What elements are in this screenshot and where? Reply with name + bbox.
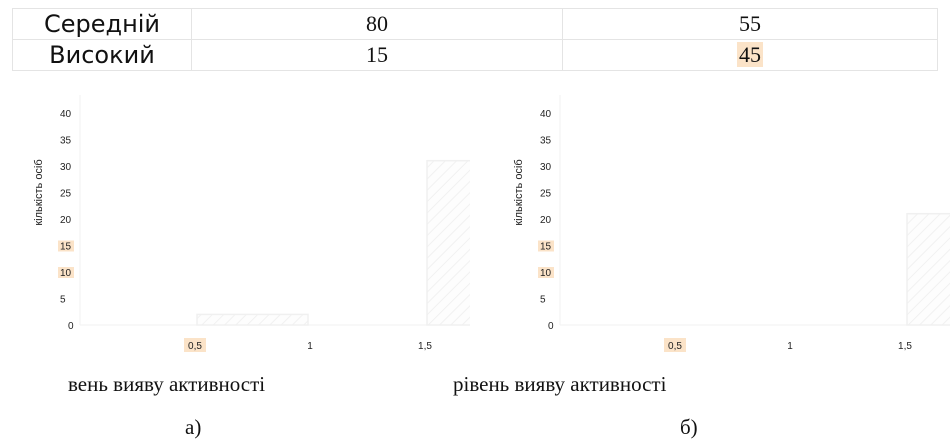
y-tick-label: 40 [60, 109, 72, 120]
y-tick-label: 40 [540, 109, 552, 120]
y-tick-label: 15 [60, 242, 72, 253]
y-axis-title: кількість осіб [513, 159, 525, 225]
tick-highlight [58, 240, 74, 252]
y-tick-label: 0 [548, 321, 554, 332]
y-tick-label: 30 [60, 162, 72, 173]
x-tick-label: 0,5 [668, 341, 682, 352]
y-tick-label: 10 [60, 268, 72, 279]
x-tick-label: 1,5 [418, 341, 432, 352]
y-tick-label: 25 [60, 189, 72, 200]
y-axis-title: кількість осіб [33, 159, 45, 225]
y-tick-label: 30 [540, 162, 552, 173]
tick-highlight [664, 338, 686, 352]
tick-highlight [538, 240, 554, 252]
level-label: Високий [12, 39, 192, 71]
y-tick-label: 10 [540, 268, 552, 279]
value-b: 55 [562, 8, 938, 40]
x-tick-label: 1 [787, 341, 793, 352]
y-tick-label: 20 [60, 215, 72, 226]
y-tick-label: 35 [60, 136, 72, 147]
tick-highlight [538, 267, 554, 278]
y-tick-label: 0 [68, 321, 74, 332]
x-tick-label: 1,5 [898, 341, 912, 352]
x-tick-label: 1 [307, 341, 313, 352]
tick-highlight [184, 338, 206, 352]
x-tick-label: 0,5 [188, 341, 202, 352]
table-row: Високий 15 45 [12, 39, 938, 71]
value-a: 80 [191, 8, 563, 40]
subfigure-label-a: а) [185, 415, 202, 439]
y-tick-label: 20 [540, 215, 552, 226]
value-b-highlighted: 45 [737, 42, 763, 67]
y-tick-label: 25 [540, 189, 552, 200]
value-a: 15 [191, 39, 563, 71]
tick-highlight [58, 267, 74, 278]
y-tick-label: 35 [540, 136, 552, 147]
y-tick-label: 15 [540, 242, 552, 253]
x-caption-b: рівень вияву активності [453, 372, 667, 396]
table-row: Середній 80 55 [12, 8, 938, 40]
y-tick-label: 5 [60, 295, 66, 306]
histogram-bar [906, 212, 950, 326]
level-label: Середній [12, 8, 192, 40]
histogram-bar [196, 313, 309, 326]
y-tick-label: 5 [540, 295, 546, 306]
subfigure-label-b: б) [680, 415, 698, 439]
histogram-bar [426, 159, 470, 326]
x-caption-a: вень вияву активності [68, 372, 266, 396]
results-table: Середній 80 55 Високий 15 45 [12, 8, 938, 71]
